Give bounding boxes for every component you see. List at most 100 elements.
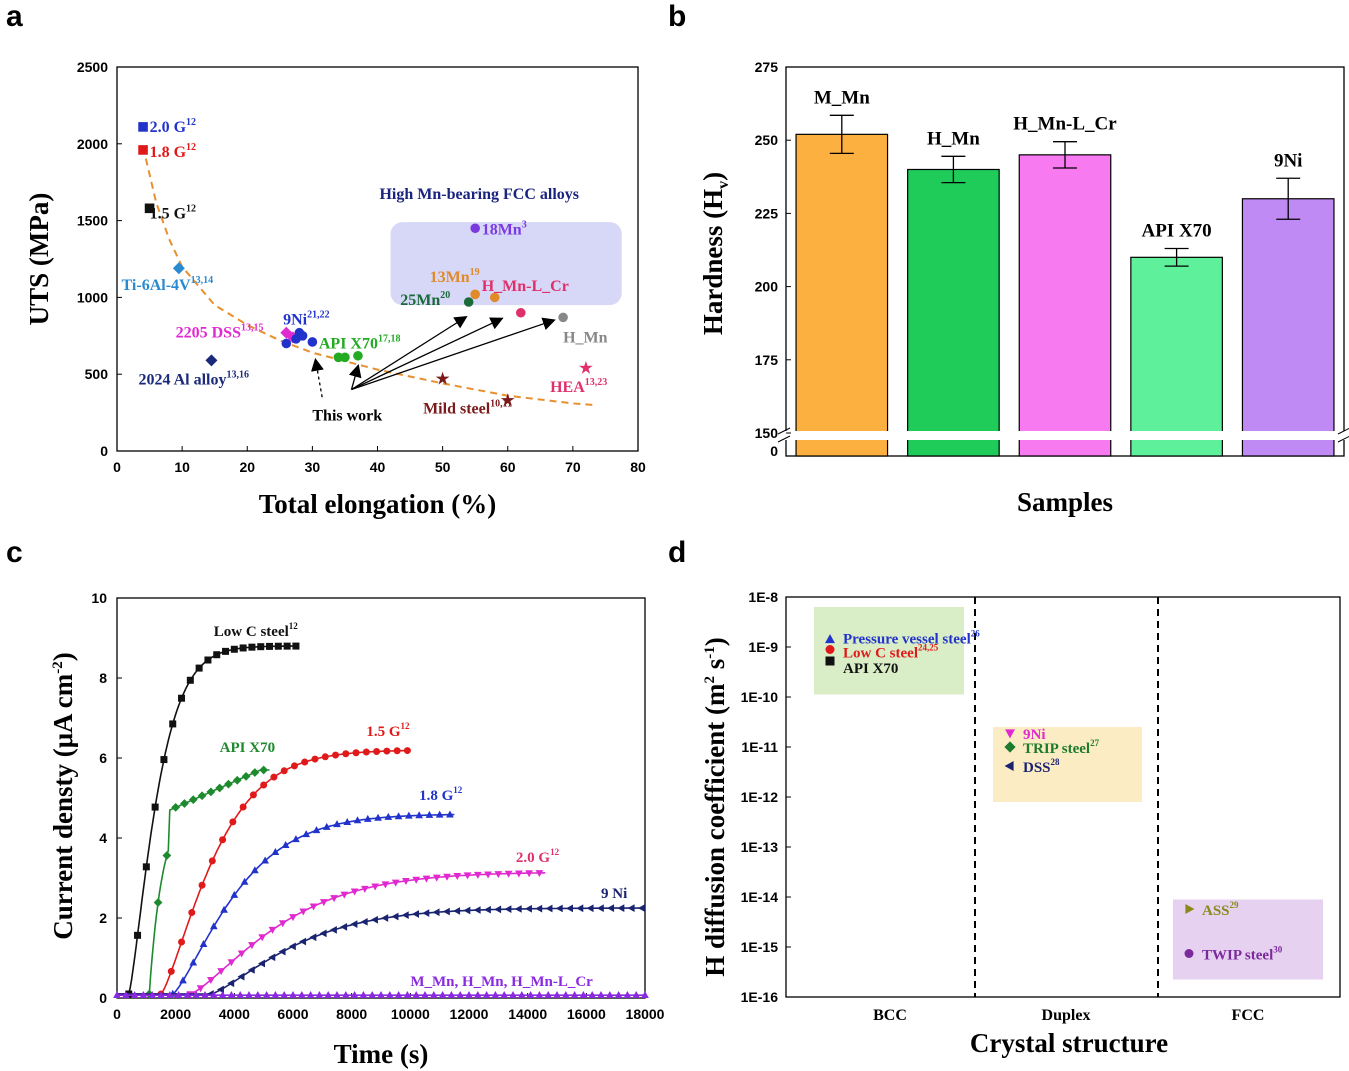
y-tick-label-b: 175 [755, 352, 779, 368]
marker-m-mn-h-mn-h-mn-l-cr [139, 991, 148, 998]
marker-9-ni [514, 905, 522, 913]
y-axis-title-d: H diffusion coefficient (m2 s-1) [700, 637, 730, 976]
marker-9-ni [268, 953, 276, 962]
marker-1-8-g [394, 812, 403, 820]
marker-m-mn-h-mn-h-mn-l-cr [183, 991, 192, 998]
label-h-mn: H_Mn [563, 329, 608, 346]
marker-m-mn-h-mn-h-mn-l-cr [359, 991, 368, 998]
x-tick-label-c: 0 [113, 1006, 121, 1022]
point-ti-6al-4v [172, 262, 185, 275]
marker-9-ni [309, 933, 317, 942]
marker-2-0-g [391, 879, 400, 887]
label-1-8-g: 1.8 G12 [419, 785, 463, 804]
y-tick-label-b: 275 [755, 59, 779, 75]
marker-9-ni [453, 907, 461, 915]
marker-9-ni [596, 904, 604, 913]
marker-9-ni [432, 908, 440, 917]
marker-9-ni [370, 915, 378, 924]
marker-1-5-g [373, 747, 381, 755]
marker-api-x70 [197, 791, 207, 801]
x-tick-label-a: 50 [435, 459, 451, 475]
marker-1-8-g [425, 810, 434, 818]
label-hea: HEA13,23 [550, 377, 607, 396]
y-tick-label-c: 2 [99, 910, 107, 926]
x-axis-title-a: Total elongation (%) [259, 489, 497, 519]
marker-2-0-g [535, 870, 544, 878]
x-tick-label-a: 30 [305, 459, 321, 475]
marker-2-0-g [504, 870, 513, 878]
label-dss: DSS28 [1023, 757, 1060, 776]
marker-9-ni [483, 905, 491, 914]
this-work-label: This work [312, 407, 382, 424]
x-tick-label-c: 16000 [567, 1006, 606, 1022]
y-tick-label-b: 200 [755, 279, 779, 295]
panel-letter-a: a [6, 0, 23, 33]
marker-api-x70 [259, 765, 269, 775]
y-tick-label-b: 250 [755, 132, 779, 148]
marker-m-mn-h-mn-h-mn-l-cr [253, 991, 262, 998]
label-ass: ASS29 [1202, 900, 1239, 919]
marker-m-mn-h-mn-h-mn-l-cr [315, 991, 324, 998]
marker-2-0-g [494, 871, 503, 879]
marker-2-0-g [412, 876, 421, 884]
label-13mn: 13Mn19 [430, 267, 480, 286]
label-twip-steel: TWIP steel30 [1202, 945, 1283, 964]
marker-api-x70 [180, 799, 189, 808]
marker-m-mn-h-mn-h-mn-l-cr [517, 991, 526, 998]
marker-1-5-g [260, 781, 268, 789]
marker-m-mn-h-mn-h-mn-l-cr [456, 991, 465, 998]
marker-m-mn-h-mn-h-mn-l-cr [130, 991, 139, 998]
marker-m-mn-h-mn-h-mn-l-cr [297, 991, 306, 998]
marker-m-mn-h-mn-h-mn-l-cr [192, 991, 201, 998]
marker-m-mn-h-mn-h-mn-l-cr [377, 991, 385, 998]
y-tick-label-a: 0 [100, 443, 108, 459]
y-tick-label-c: 0 [99, 990, 107, 1006]
bar-h-mn [907, 168, 1000, 457]
point-api-x70 [340, 352, 350, 363]
label-9ni: 9Ni [1023, 727, 1046, 743]
marker-2-0-g [258, 934, 267, 942]
marker-9-ni [391, 912, 399, 921]
y-tick-label-b-zero: 0 [770, 443, 778, 459]
marker-m-mn-h-mn-h-mn-l-cr [245, 991, 253, 998]
marker-9-ni [504, 905, 512, 914]
marker-9-ni [258, 959, 265, 968]
marker-m-mn-h-mn-h-mn-l-cr [553, 991, 561, 998]
marker-2-0-g [299, 908, 308, 916]
point-pressure-vessel-steel [825, 634, 835, 644]
marker-1-5-g [208, 857, 216, 865]
marker-1-8-g [312, 826, 321, 834]
marker-9-ni [627, 904, 635, 912]
marker-api-x70 [206, 787, 216, 797]
curve-low-c-steel [117, 645, 299, 995]
bar-label-h-mn: H_Mn [927, 128, 980, 149]
marker-2-0-g [463, 872, 472, 880]
y-tick-label-a: 2500 [77, 59, 108, 75]
label-api-x70: API X70 [220, 740, 275, 756]
axis-break-mark [777, 435, 791, 443]
x-tick-label-a: 60 [500, 459, 516, 475]
marker-9-ni [360, 917, 368, 926]
marker-low-c-steel [186, 676, 194, 684]
point-hea [579, 360, 593, 374]
marker-api-x70 [224, 779, 233, 789]
marker-m-mn-h-mn-h-mn-l-cr [201, 991, 209, 998]
y-tick-label-d: 1E-11 [741, 739, 778, 755]
y-tick-label-c: 10 [91, 590, 107, 606]
marker-1-8-g [189, 958, 198, 966]
bar-label-api-x70: API X70 [1141, 221, 1211, 242]
marker-low-c-steel [266, 642, 274, 650]
marker-1-8-g [292, 835, 300, 843]
x-tick-label-c: 2000 [160, 1006, 191, 1022]
y-tick-label-d: 1E-12 [741, 789, 779, 805]
panel-letter-d: d [668, 536, 686, 569]
marker-m-mn-h-mn-h-mn-l-cr [509, 991, 517, 998]
marker-9-ni [576, 904, 584, 913]
arrow-this-work [351, 317, 504, 391]
marker-m-mn-h-mn-h-mn-l-cr [324, 991, 333, 998]
marker-2-0-g [473, 871, 482, 879]
marker-2-0-g [330, 895, 338, 903]
marker-2-0-g [278, 920, 287, 928]
y-tick-label-d: 1E-16 [741, 989, 779, 1005]
